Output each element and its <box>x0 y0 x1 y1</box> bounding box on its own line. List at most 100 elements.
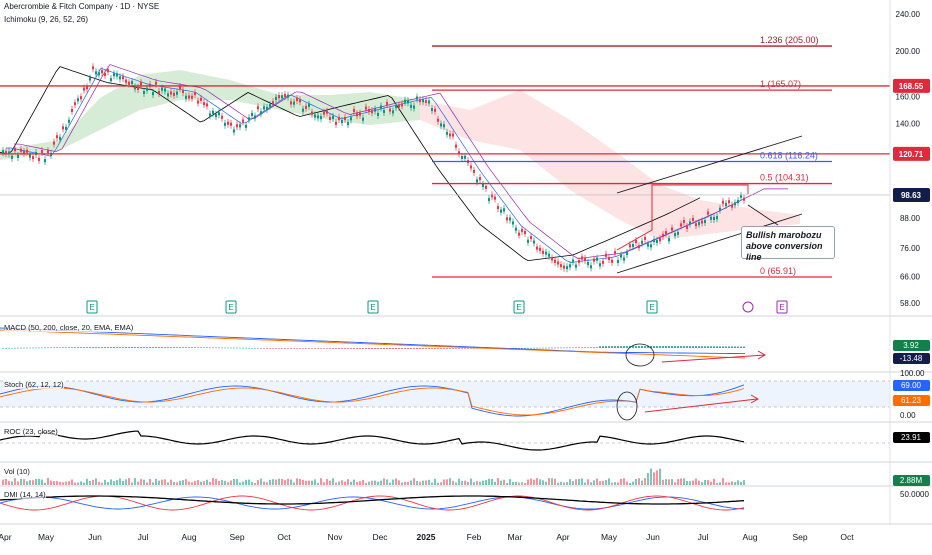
earnings-marker-upcoming[interactable] <box>776 300 788 314</box>
candle-body <box>641 240 643 244</box>
volume-bar <box>380 480 382 485</box>
volume-bar <box>638 478 640 485</box>
macd-histogram-bar <box>215 347 217 349</box>
volume-bar <box>41 479 43 485</box>
earnings-marker-3[interactable] <box>513 300 525 314</box>
macd-histogram-bar <box>14 347 16 349</box>
candle-body <box>242 119 244 123</box>
macd-histogram-bar <box>29 347 31 349</box>
chart-title: Abercrombie & Fitch Company · 1D · NYSE <box>4 2 160 11</box>
volume-bar <box>440 482 442 485</box>
candle-body <box>56 135 58 139</box>
candle-body <box>191 95 193 99</box>
earnings-marker-4[interactable] <box>646 300 658 314</box>
macd-histogram-bar <box>266 348 268 349</box>
macd-histogram-bar <box>689 346 691 348</box>
volume-bar <box>254 482 256 485</box>
candle-body <box>395 105 397 109</box>
volume-bar <box>701 482 703 485</box>
earnings-marker-label-upcoming: E <box>779 303 784 312</box>
dividend-marker[interactable] <box>742 301 754 313</box>
macd-histogram-bar <box>143 347 145 348</box>
macd-histogram-bar <box>194 347 196 348</box>
candle-body <box>89 77 91 81</box>
price-badge-label-1: 120.71 <box>899 150 924 159</box>
annotation-callout[interactable]: Bullish marobozu above conversion line <box>741 226 835 262</box>
volume-bar <box>137 481 139 485</box>
volume-bar <box>332 478 334 485</box>
macd-histogram-bar <box>296 348 298 349</box>
macd-histogram-bar <box>146 347 148 348</box>
macd-histogram-bar <box>359 348 361 349</box>
macd-line <box>0 327 745 355</box>
candle-body <box>341 120 343 124</box>
ichimoku-cloud <box>60 98 100 150</box>
candle-body <box>491 194 493 198</box>
candle-body <box>662 233 664 237</box>
macd-histogram-bar <box>230 347 232 349</box>
macd-histogram-bar <box>584 347 586 348</box>
candle-body <box>599 263 601 267</box>
x-tick-11: Mar <box>508 532 523 542</box>
macd-histogram-bar <box>665 346 667 348</box>
candle-body <box>398 104 400 108</box>
macd-histogram-bar <box>602 346 604 348</box>
earnings-marker-1[interactable] <box>225 300 237 314</box>
macd-histogram-bar <box>245 347 247 349</box>
candle-body <box>695 223 697 227</box>
candle-body <box>11 155 13 159</box>
candle-body <box>92 66 94 70</box>
volume-bar <box>476 481 478 485</box>
volume-bar <box>155 478 157 485</box>
volume-bar <box>107 482 109 485</box>
candle-body <box>26 149 28 153</box>
volume-bar <box>185 479 187 485</box>
macd-histogram-bar <box>161 347 163 348</box>
candle-body <box>743 197 745 201</box>
macd-histogram-bar <box>212 347 214 349</box>
macd-histogram-bar <box>134 347 136 348</box>
volume-bar <box>242 481 244 485</box>
macd-histogram-bar <box>545 347 547 349</box>
x-tick-6: Oct <box>277 532 291 542</box>
candle-body <box>317 115 319 119</box>
volume-bar <box>725 482 727 485</box>
volume-bar <box>632 481 634 485</box>
volume-bar <box>626 481 628 485</box>
macd-histogram-bar <box>2 347 4 349</box>
volume-bar <box>164 479 166 485</box>
ichimoku-cloud <box>0 140 60 160</box>
x-tick-12: Apr <box>556 532 569 542</box>
candle-body <box>353 109 355 113</box>
candle-body <box>482 183 484 188</box>
volume-bar <box>335 482 337 485</box>
lagging-span-line <box>0 66 701 262</box>
candle-body <box>392 110 394 114</box>
candle-body <box>605 253 607 257</box>
candle-body <box>362 117 364 121</box>
volume-bar <box>20 478 22 485</box>
macd-histogram-bar <box>530 347 532 349</box>
macd-histogram-bar <box>356 348 358 349</box>
earnings-marker-0[interactable] <box>86 300 98 314</box>
macd-histogram-bar <box>461 348 463 349</box>
volume-bar <box>146 482 148 485</box>
volume-bar <box>83 482 85 485</box>
macd-histogram-bar <box>635 346 637 348</box>
macd-histogram-bar <box>236 347 238 349</box>
candle-body <box>665 231 667 235</box>
candle-body <box>296 98 298 102</box>
macd-histogram-bar <box>656 346 658 348</box>
earnings-marker-2[interactable] <box>367 300 379 314</box>
macd-histogram-bar <box>293 348 295 349</box>
volume-bar <box>191 482 193 485</box>
dmi-axis: 50.0000 <box>900 490 929 499</box>
candle-body <box>218 112 220 116</box>
macd-histogram-bar <box>338 348 340 349</box>
y-tick-3: 140.00 <box>896 120 921 129</box>
macd-histogram-bar <box>587 347 589 348</box>
candle-body <box>95 71 97 75</box>
macd-histogram-bar <box>368 348 370 349</box>
volume-bar <box>593 480 595 485</box>
volume-bar <box>299 478 301 485</box>
